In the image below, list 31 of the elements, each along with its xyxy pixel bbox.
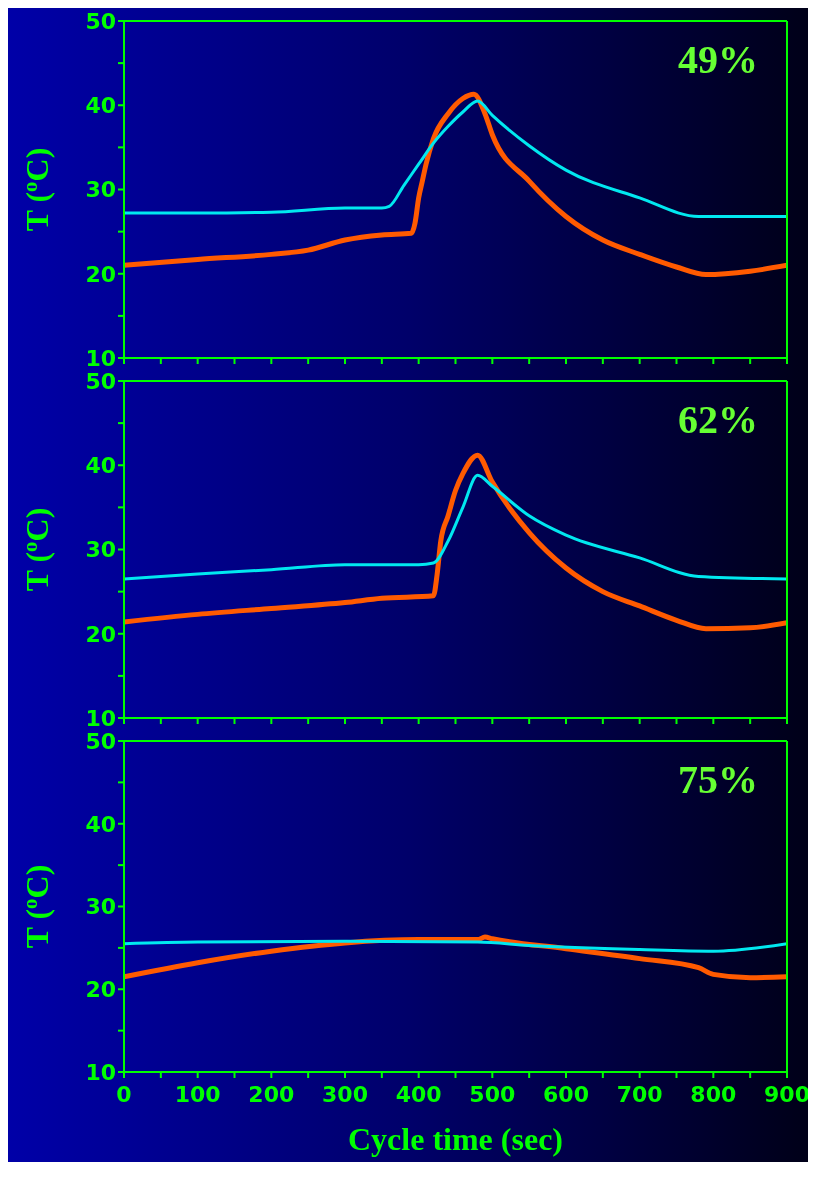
line-series [124,473,787,581]
annotation: 49% [678,36,758,83]
y-tick-label: 50 [85,728,116,754]
y-tick-label: 50 [85,8,116,34]
y-tick-label: 20 [85,261,116,287]
y-tick-label: 30 [85,894,116,920]
line-series [124,99,787,218]
y-tick-label: 30 [85,177,116,203]
line-series [124,939,787,953]
y-tick-label: 10 [85,1059,116,1085]
x-tick-label: 500 [469,1082,516,1107]
x-tick-label: 0 [116,1082,132,1107]
y-tick-label: 30 [85,537,116,563]
y-tick-label: 40 [85,453,116,479]
y-tick-label: 40 [85,811,116,837]
x-tick-label: 100 [174,1082,221,1107]
x-tick-label: 200 [248,1082,295,1107]
x-tick-label: 800 [690,1082,737,1107]
y-tick-label: 10 [85,705,116,731]
annotation: 62% [678,396,758,443]
y-tick-label: 20 [85,621,116,647]
x-tick-label: 700 [616,1082,663,1107]
x-tick-label: 600 [543,1082,589,1107]
y-tick-label: 20 [85,977,116,1003]
x-axis-title: Cycle time (sec) [348,1121,563,1157]
y-tick-label: 40 [85,93,116,119]
x-tick-label: 400 [395,1082,442,1107]
y-tick-label: 10 [85,345,116,371]
y-tick-label: 50 [85,368,116,394]
x-tick-label: 300 [322,1082,368,1107]
annotation: 75% [678,756,758,803]
